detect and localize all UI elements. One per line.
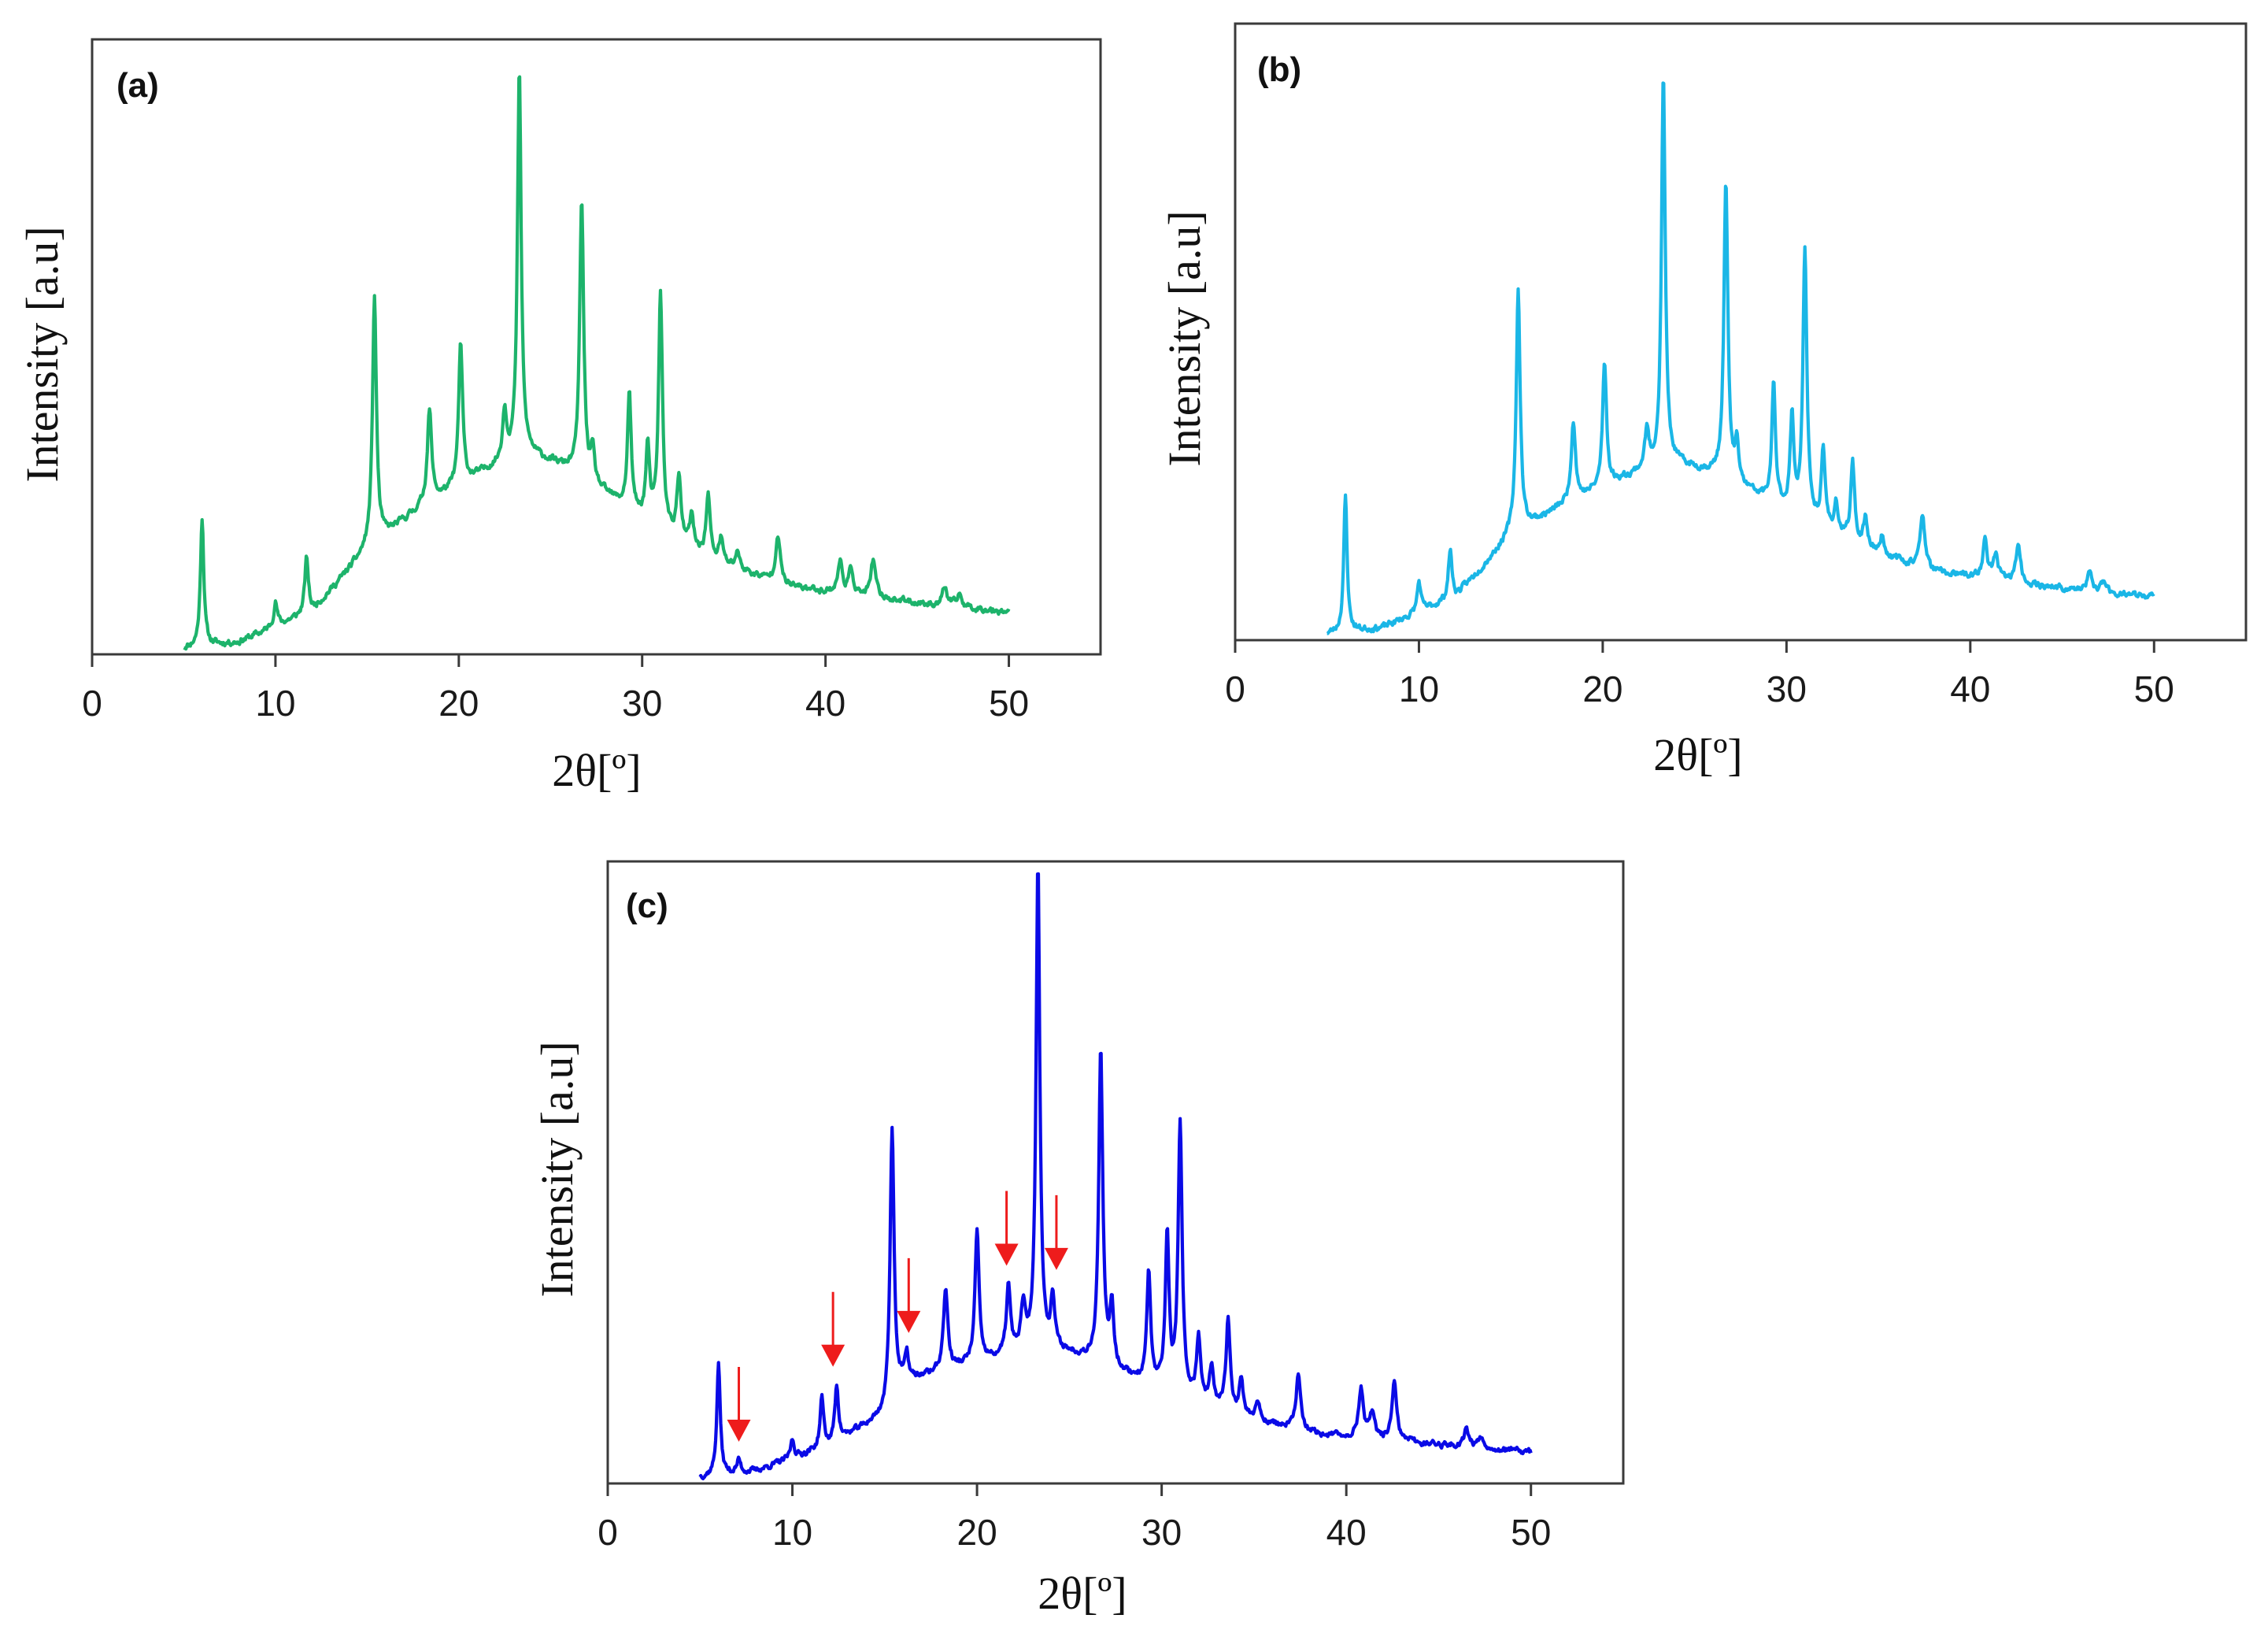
x-tick-label: 0 [82,683,102,724]
x-tick-label: 50 [989,683,1029,724]
panel-b: 0 10 20 30 40 50 (b) 2θ[º] Intensity [a.u] [1159,22,2248,780]
xrd-pattern-line [698,872,1533,1480]
xrd-pattern-line [1326,81,2155,635]
x-tick-label: 40 [805,683,845,724]
y-axis-label: Intensity [a.u] [17,226,68,482]
plot-frame [91,38,1102,656]
plot-frame [606,860,1625,1485]
x-tick-label: 20 [1582,669,1622,709]
x-tick-label: 10 [772,1512,812,1553]
x-axis-label: 2θ[º] [1653,729,1742,780]
x-tick-label: 40 [1326,1512,1367,1553]
y-axis-label: Intensity [a.u] [531,1041,583,1297]
x-tick-label: 0 [1225,669,1245,709]
x-axis-label: 2θ[º] [1038,1568,1127,1619]
panel-c: 0 10 20 30 40 50 (c) 2θ[º] Intensity [a.u] [531,860,1625,1619]
x-tick-label: 10 [255,683,295,724]
peak-arrows [727,1191,1068,1443]
panel-label: (a) [117,66,159,105]
peak-arrow [821,1291,845,1367]
x-axis: 0 10 20 30 40 50 [82,654,1029,724]
panel-label: (c) [626,887,668,925]
panel-a: 0 10 20 30 40 50 (a) 2θ[º] Intensity [a.u] [17,38,1102,796]
x-tick-label: 30 [1767,669,1807,709]
peak-arrow [727,1367,751,1443]
x-tick-label: 30 [1141,1512,1182,1553]
x-tick-label: 40 [1950,669,1990,709]
x-axis-label: 2θ[º] [552,745,641,796]
peak-arrow [994,1191,1019,1266]
x-tick-label: 50 [1511,1512,1551,1553]
x-tick-label: 20 [957,1512,997,1553]
x-tick-label: 10 [1399,669,1439,709]
x-tick-label: 50 [2134,669,2174,709]
panel-label: (b) [1257,50,1301,89]
x-axis: 0 10 20 30 40 50 [598,1483,1551,1553]
y-axis-label: Intensity [a.u] [1159,210,1210,466]
x-tick-label: 30 [622,683,662,724]
x-axis: 0 10 20 30 40 50 [1225,640,2174,709]
x-tick-label: 0 [598,1512,618,1553]
peak-arrow [897,1257,921,1333]
xrd-pattern-line [183,75,1011,651]
plot-frame [1234,22,2248,642]
peak-arrow [1044,1194,1068,1270]
x-tick-label: 20 [438,683,479,724]
